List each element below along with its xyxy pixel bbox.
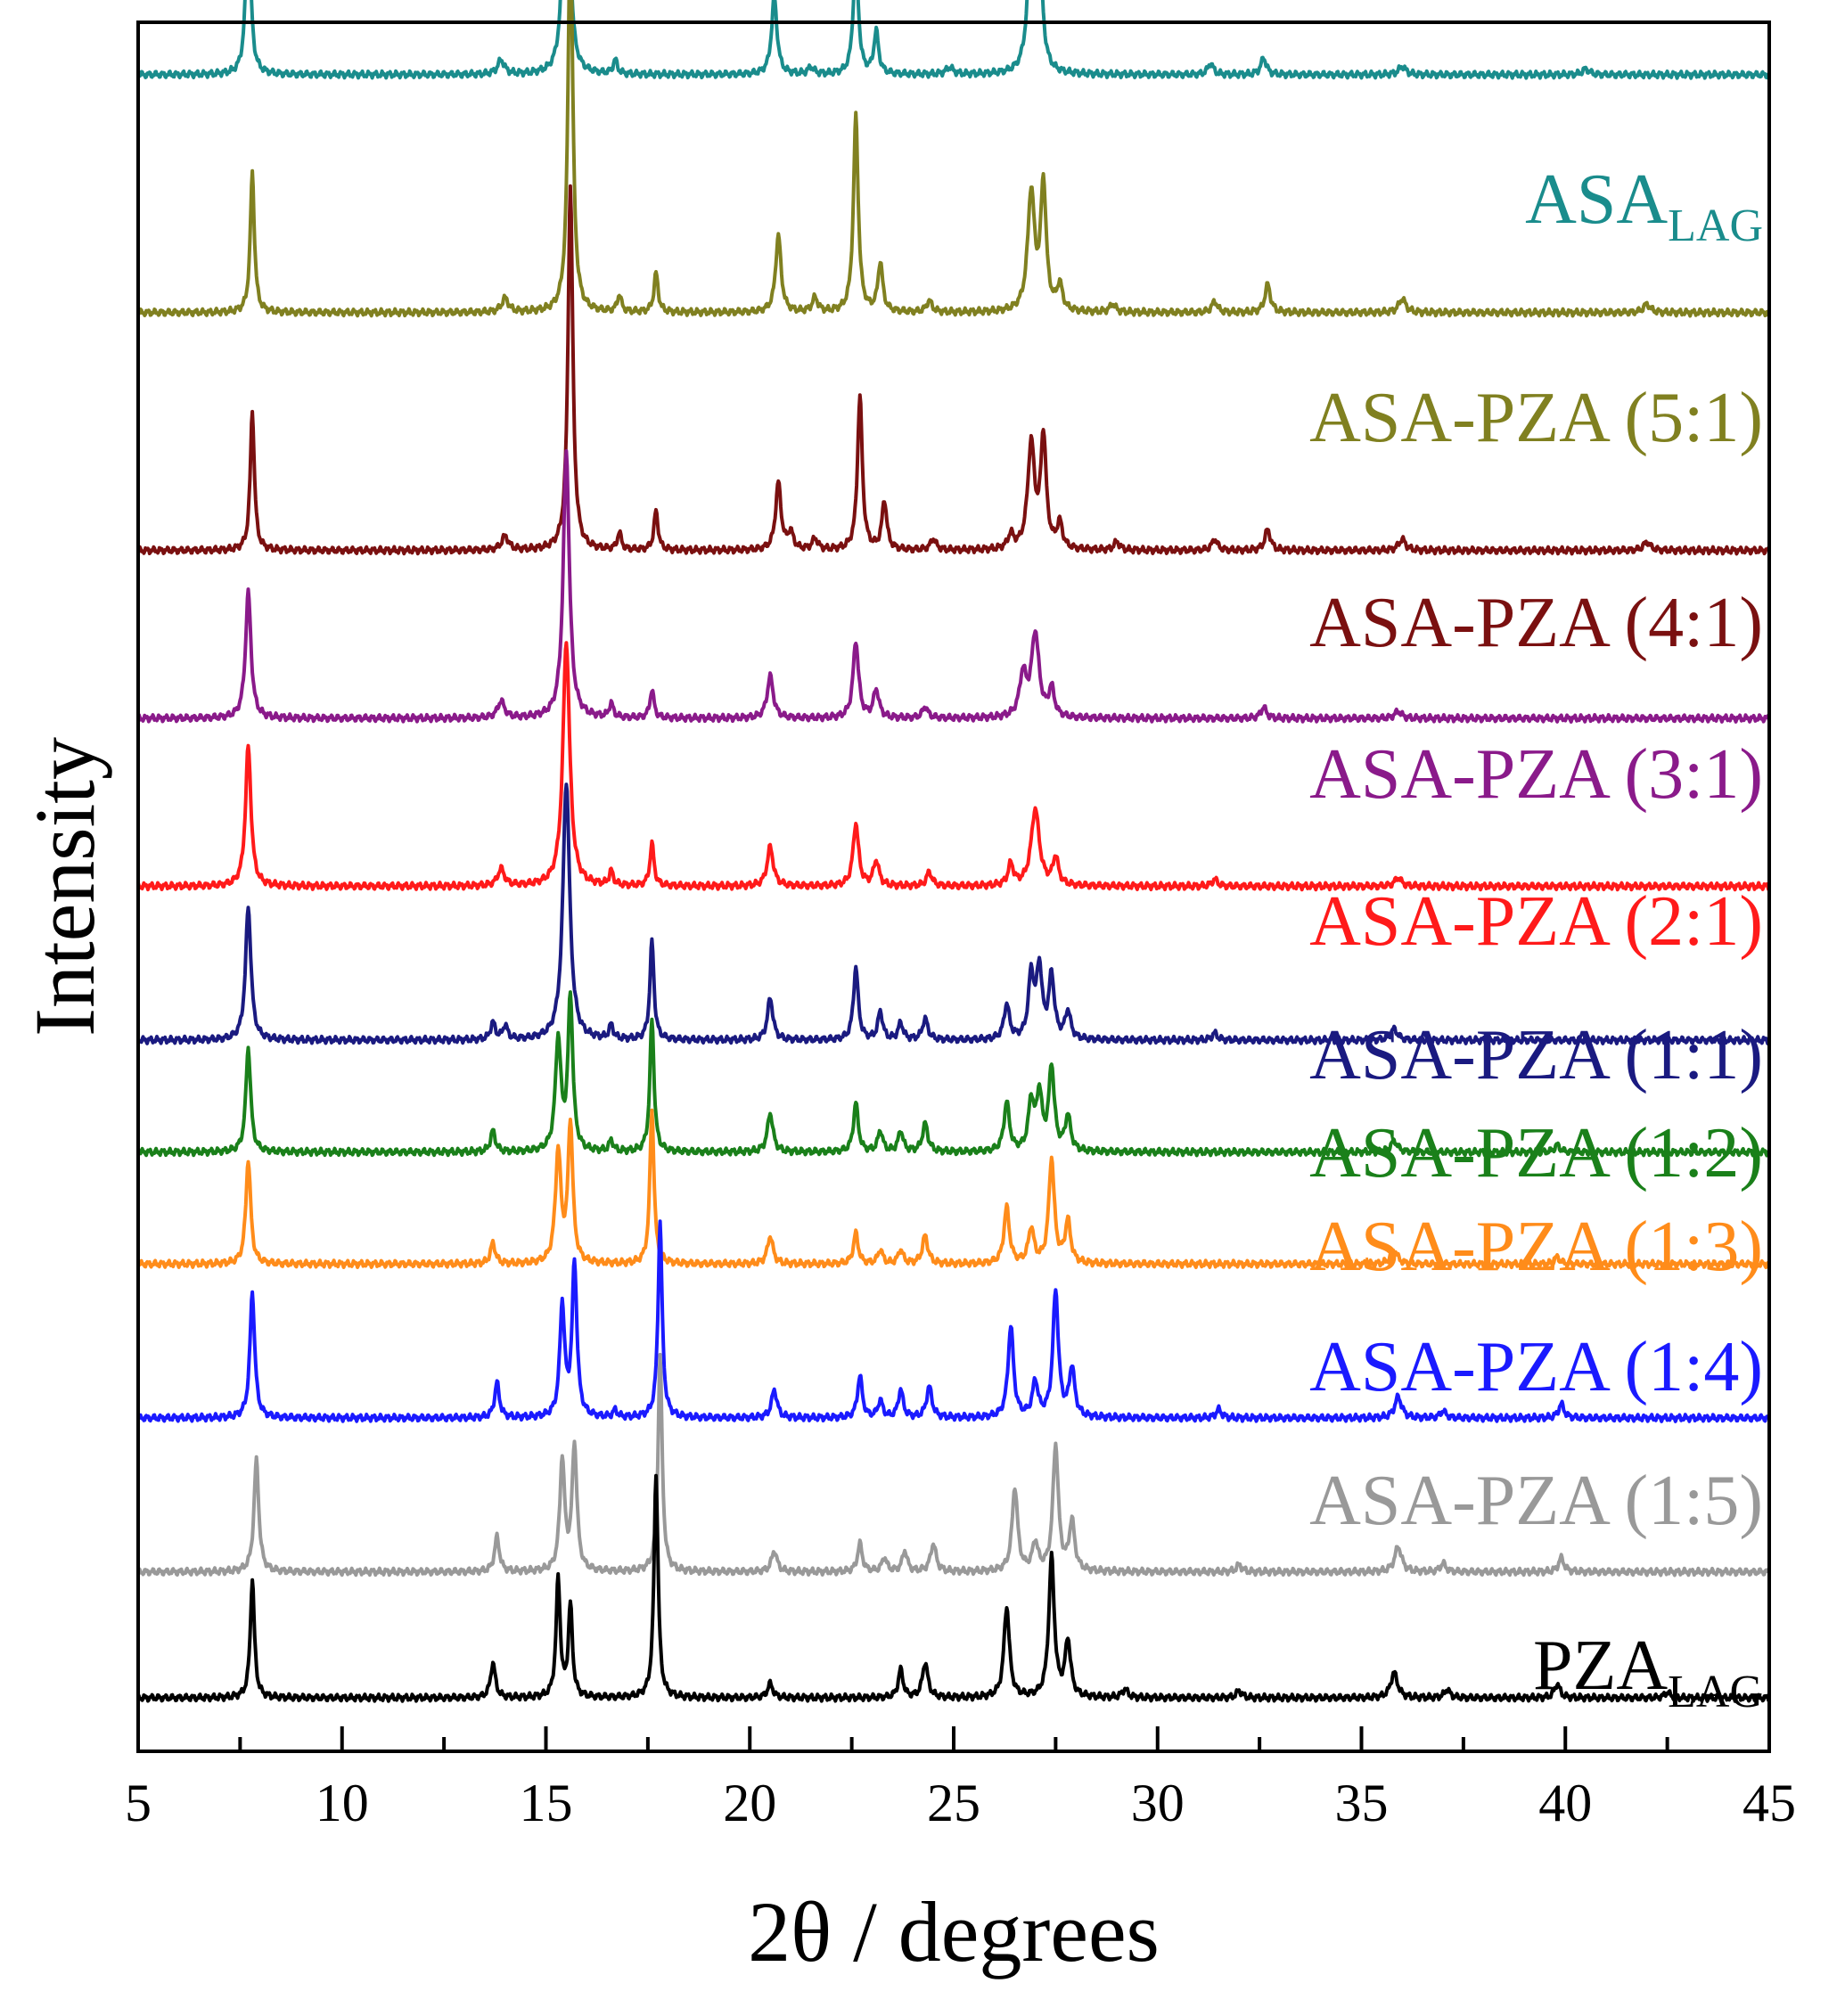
series-line — [136, 1108, 1771, 1270]
series-label: ASA-PZA (5:1) — [1309, 379, 1763, 457]
series-line — [136, 641, 1771, 892]
series-line — [136, 990, 1771, 1158]
x-tick-label: 5 — [125, 1774, 152, 1832]
series-layer — [136, 0, 1771, 1703]
series-line — [136, 0, 1771, 318]
series-label: ASA-PZA (1:2) — [1309, 1114, 1763, 1192]
series-label: ASA-PZA (1:5) — [1309, 1462, 1763, 1540]
series-line — [136, 783, 1771, 1045]
series-line — [136, 449, 1771, 724]
x-tick-label: 15 — [520, 1774, 573, 1832]
series-label: ASA-PZA (1:1) — [1309, 1016, 1763, 1094]
series-line — [136, 1473, 1771, 1703]
x-tick-label: 10 — [316, 1774, 369, 1832]
y-axis-title: Intensity — [17, 737, 112, 1037]
x-tick-label: 45 — [1742, 1774, 1796, 1832]
series-label: PZALAG — [1533, 1627, 1763, 1717]
x-tick-label: 20 — [723, 1774, 776, 1832]
series-line — [136, 1352, 1771, 1578]
x-tick-label: 40 — [1538, 1774, 1592, 1832]
x-tick-label: 30 — [1131, 1774, 1185, 1832]
series-label-layer: ASALAG ASA-PZA (5:1) ASA-PZA (4:1) ASA-PZA … — [1309, 160, 1763, 1717]
series-label: ASA-PZA (1:4) — [1309, 1328, 1763, 1406]
x-axis-title: 2θ / degrees — [748, 1884, 1160, 1979]
series-label: ASA-PZA (2:1) — [1309, 882, 1763, 961]
series-label: ASA-PZA (4:1) — [1309, 584, 1763, 662]
x-tick-label: 35 — [1335, 1774, 1389, 1832]
x-tick-label: 25 — [927, 1774, 980, 1832]
series-label: ASA-PZA (3:1) — [1309, 735, 1763, 814]
series-line — [136, 1219, 1771, 1423]
series-label: ASA-PZA (1:3) — [1309, 1208, 1763, 1286]
series-label: ASALAG — [1525, 160, 1763, 251]
series-line — [136, 0, 1771, 80]
series-line — [136, 184, 1771, 556]
x-axis-ticks: 5 10 15 20 25 30 35 40 45 — [125, 1726, 1796, 1832]
